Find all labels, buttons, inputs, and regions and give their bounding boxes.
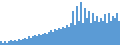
Bar bbox=[78, 21, 80, 45]
Bar bbox=[22, 39, 24, 45]
Bar bbox=[92, 13, 94, 45]
Bar bbox=[68, 27, 70, 45]
Bar bbox=[46, 34, 48, 45]
Bar bbox=[118, 21, 120, 45]
Bar bbox=[108, 13, 110, 45]
Bar bbox=[116, 13, 118, 45]
Bar bbox=[62, 27, 64, 45]
Bar bbox=[36, 36, 38, 45]
Bar bbox=[106, 23, 108, 45]
Bar bbox=[18, 39, 20, 45]
Bar bbox=[90, 23, 92, 45]
Bar bbox=[70, 23, 72, 45]
Bar bbox=[82, 23, 84, 45]
Bar bbox=[104, 14, 106, 45]
Bar bbox=[38, 34, 40, 45]
Bar bbox=[28, 36, 30, 45]
Bar bbox=[94, 21, 96, 45]
Bar bbox=[58, 28, 60, 45]
Bar bbox=[26, 39, 28, 45]
Bar bbox=[14, 40, 16, 45]
Bar bbox=[98, 22, 100, 45]
Bar bbox=[56, 30, 58, 45]
Bar bbox=[34, 35, 36, 45]
Bar bbox=[72, 11, 74, 45]
Bar bbox=[12, 41, 14, 45]
Bar bbox=[20, 40, 22, 45]
Bar bbox=[30, 38, 32, 45]
Bar bbox=[96, 16, 98, 45]
Bar bbox=[8, 41, 10, 45]
Bar bbox=[50, 30, 52, 45]
Bar bbox=[2, 43, 4, 45]
Bar bbox=[24, 38, 26, 45]
Bar bbox=[6, 43, 8, 45]
Bar bbox=[112, 16, 114, 45]
Bar bbox=[52, 32, 54, 45]
Bar bbox=[86, 18, 88, 45]
Bar bbox=[80, 2, 82, 45]
Bar bbox=[84, 8, 86, 45]
Bar bbox=[76, 6, 78, 45]
Bar bbox=[66, 25, 68, 45]
Bar bbox=[114, 18, 116, 45]
Bar bbox=[100, 18, 102, 45]
Bar bbox=[88, 11, 90, 45]
Bar bbox=[42, 34, 44, 45]
Bar bbox=[16, 41, 18, 45]
Bar bbox=[102, 21, 104, 45]
Bar bbox=[32, 36, 34, 45]
Bar bbox=[0, 41, 2, 45]
Bar bbox=[44, 33, 46, 45]
Bar bbox=[110, 21, 112, 45]
Bar bbox=[10, 40, 12, 45]
Bar bbox=[40, 35, 42, 45]
Bar bbox=[54, 29, 56, 45]
Bar bbox=[64, 28, 66, 45]
Bar bbox=[74, 25, 76, 45]
Bar bbox=[48, 32, 50, 45]
Bar bbox=[60, 29, 62, 45]
Bar bbox=[4, 41, 6, 45]
